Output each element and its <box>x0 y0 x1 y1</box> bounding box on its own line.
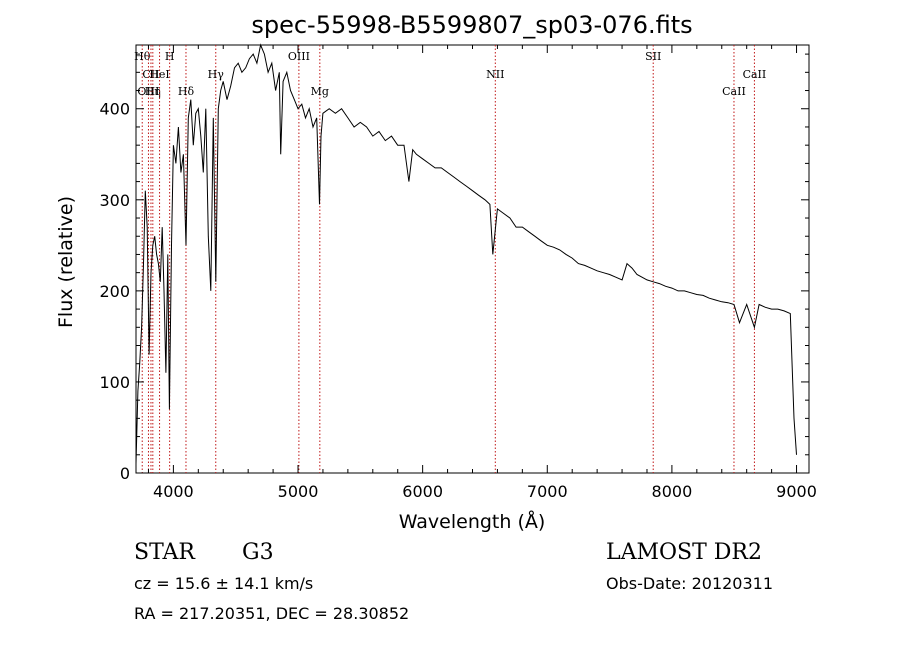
line-marker-label: OIII <box>288 50 310 63</box>
y-tick-label: 100 <box>99 373 130 392</box>
x-tick-label: 8000 <box>652 482 693 501</box>
line-marker-label: HeI <box>149 68 169 81</box>
x-tick-label: 6000 <box>402 482 443 501</box>
x-tick-label: 5000 <box>278 482 319 501</box>
line-marker-label: Mg <box>311 85 329 98</box>
line-marker-label: Hη <box>145 85 161 98</box>
line-marker-label: CaII <box>743 68 767 81</box>
line-marker-label: H <box>165 50 175 63</box>
x-tick-label: 7000 <box>527 482 568 501</box>
y-tick-label: 300 <box>99 191 130 210</box>
x-tick-label: 9000 <box>776 482 817 501</box>
line-marker-label: Hγ <box>208 68 225 81</box>
survey-name: LAMOST DR2 <box>606 540 762 565</box>
y-tick-label: 400 <box>99 100 130 119</box>
line-marker-label: CII <box>142 68 159 81</box>
line-marker-label: Hδ <box>178 85 195 98</box>
chart-title: spec-55998-B5599807_sp03-076.fits <box>251 11 692 39</box>
redshift-readout: cz = 15.6 ± 14.1 km/s <box>134 574 314 593</box>
subclass: G3 <box>242 540 274 565</box>
x-tick-label: 4000 <box>153 482 194 501</box>
y-axis-label: Flux (relative) <box>55 196 77 328</box>
line-marker-label: OIII <box>137 85 159 98</box>
y-tick-label: 200 <box>99 282 130 301</box>
spectrum-line <box>135 43 797 464</box>
line-marker-label: SII <box>645 50 661 63</box>
obs-date: Obs-Date: 20120311 <box>606 574 774 593</box>
line-marker-label: Hθ <box>134 50 151 63</box>
x-axis-label: Wavelength (Å) <box>399 510 546 533</box>
plot-frame <box>135 44 810 474</box>
x-axis: 4000 5000 6000 7000 8000 9000 <box>147 45 817 501</box>
line-marker-label: CaII <box>722 85 746 98</box>
y-tick-label: 0 <box>120 464 130 483</box>
coordinates-readout: RA = 217.20351, DEC = 28.30852 <box>134 604 410 623</box>
object-class: STAR <box>134 540 195 565</box>
line-marker-label: NII <box>486 68 504 81</box>
y-axis: 0 100 200 300 400 <box>99 53 809 483</box>
